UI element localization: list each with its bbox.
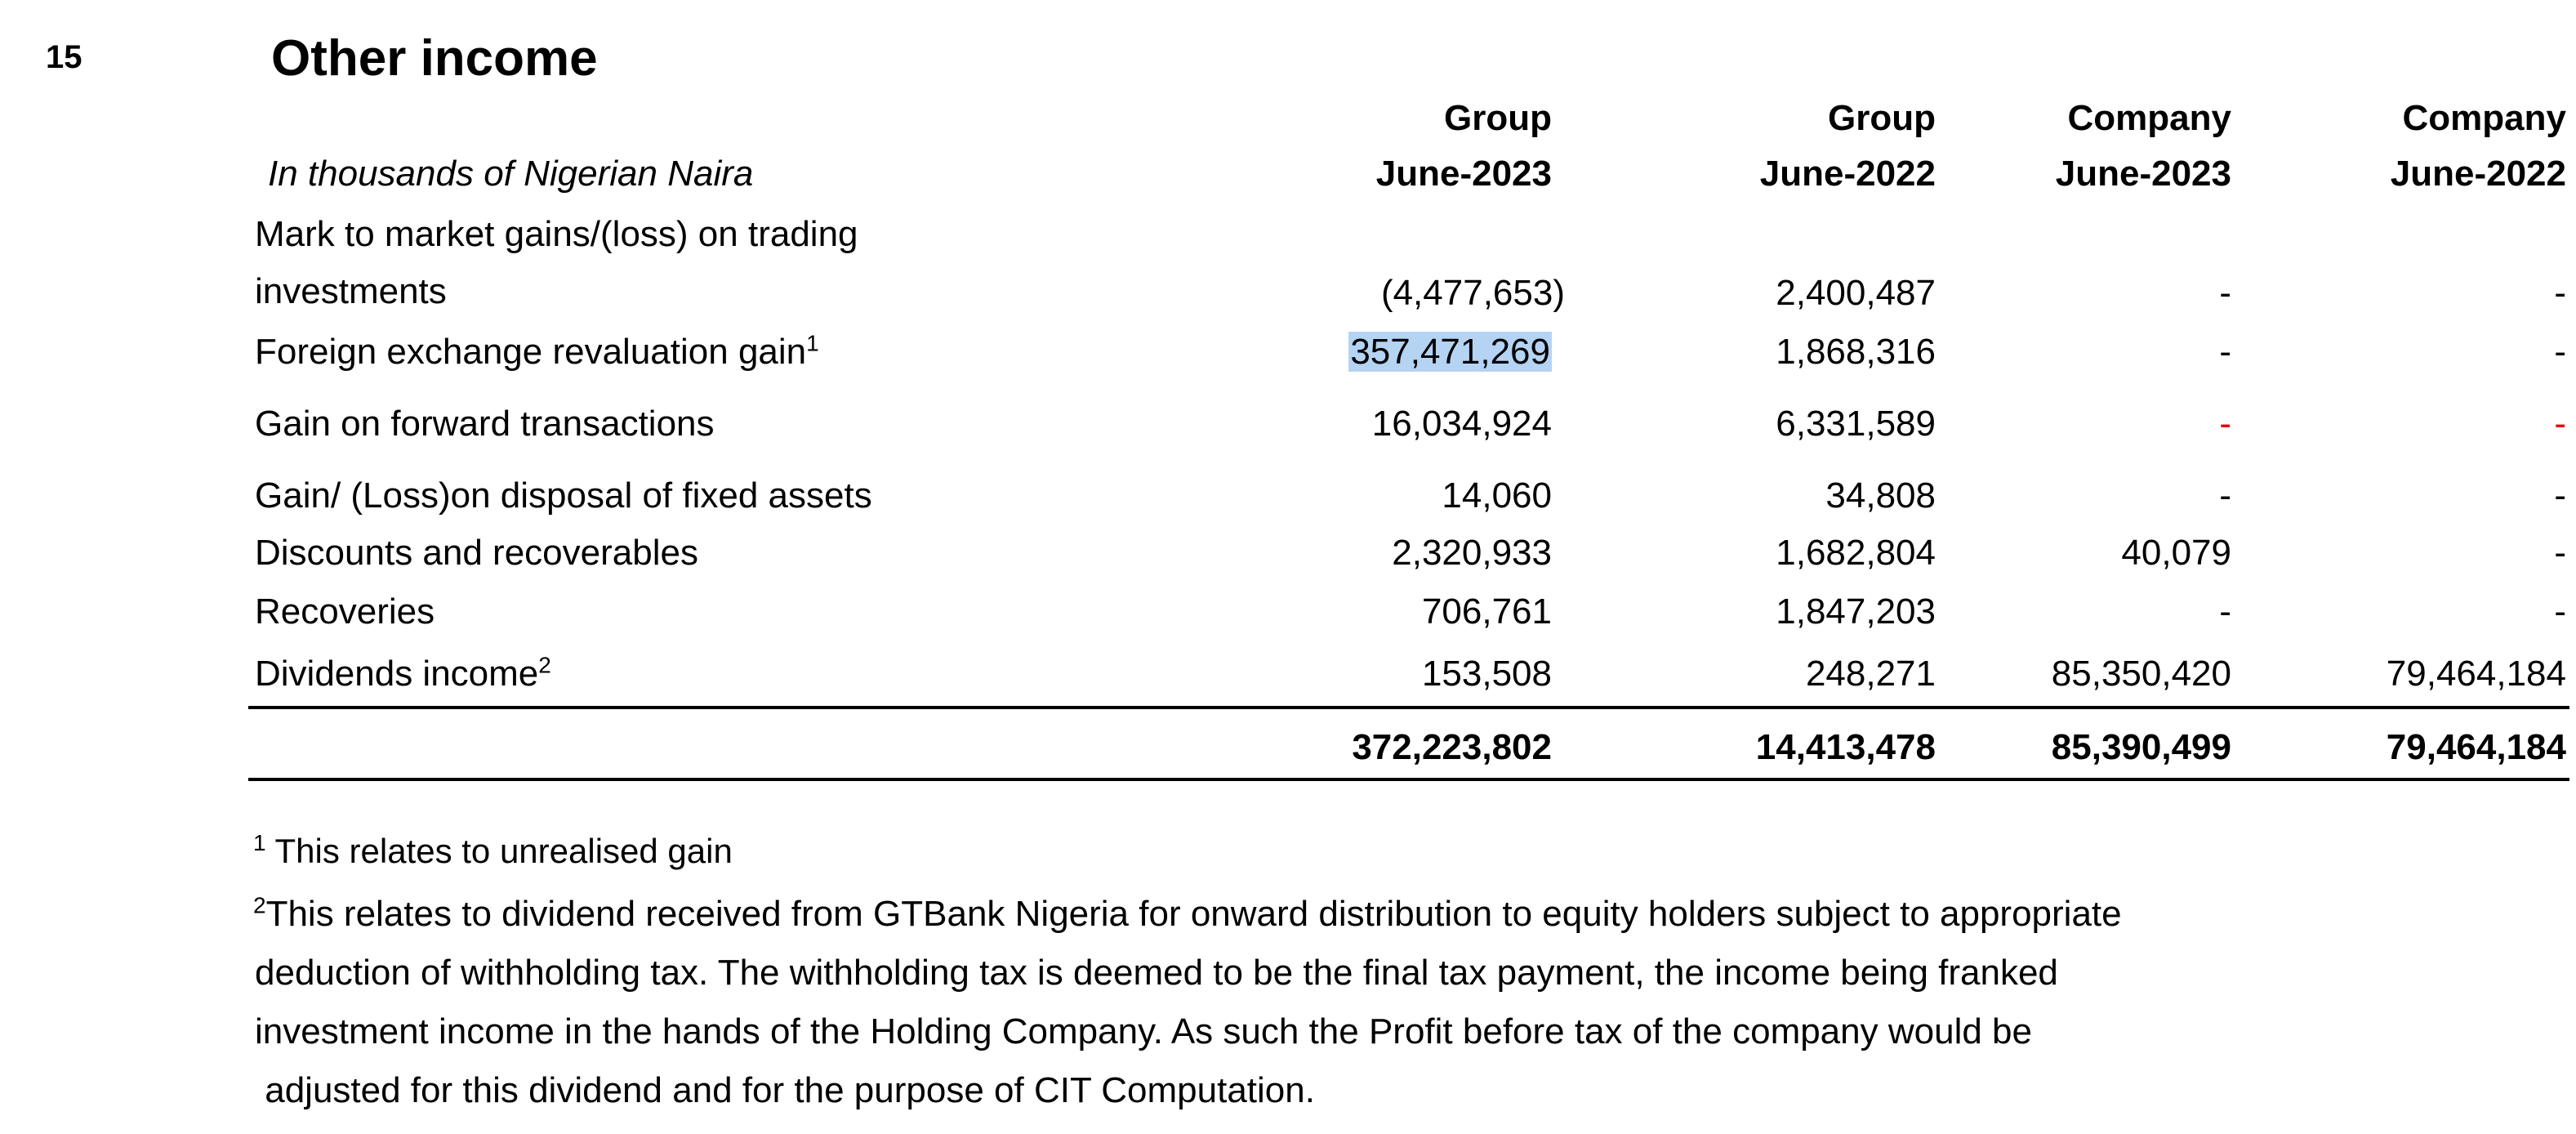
cell-discounts-company-2023: 40,079	[2121, 533, 2231, 573]
cell-recoveries-group-2023: 706,761	[1421, 592, 1552, 632]
cell-dividends-group-2023: 153,508	[1421, 654, 1552, 694]
cell-disposal-group-2023: 14,060	[1442, 475, 1552, 516]
row-label-fx-revaluation: Foreign exchange revaluation gain1	[255, 324, 819, 381]
footnote-2-line2: deduction of withholding tax. The withho…	[255, 953, 2058, 993]
footnote-1: 1 This relates to unrealised gain	[253, 832, 733, 871]
cell-fx-revaluation-company-2022: -	[2554, 332, 2566, 372]
row-label-disposal-fixed-assets: Gain/ (Loss)on disposal of fixed assets	[255, 475, 872, 516]
row-label-mark-to-market-line1: Mark to market gains/(loss) on trading	[255, 214, 858, 254]
col1-entity-header: Group	[1444, 98, 1552, 138]
footnote-2-line1: 2This relates to dividend received from …	[253, 894, 2122, 935]
note-number: 15	[46, 39, 82, 75]
cell-recoveries-company-2023: -	[2219, 592, 2231, 632]
row-label-discounts-recoverables: Discounts and recoverables	[255, 533, 698, 573]
footnote-2-line4: adjusted for this dividend and for the p…	[255, 1070, 1315, 1110]
col1-period-header: June-2023	[1375, 154, 1552, 194]
footnote-2-line3: investment income in the hands of the Ho…	[255, 1011, 2032, 1051]
footnote-2-marker: 2	[253, 892, 266, 918]
cell-mark-to-market-group-2023: (4,477,653)	[1380, 273, 1565, 313]
cell-recoveries-company-2022: -	[2554, 592, 2566, 632]
total-company-2022: 79,464,184	[2386, 727, 2566, 767]
total-group-2023: 372,223,802	[1352, 727, 1552, 767]
cell-dividends-company-2022: 79,464,184	[2386, 654, 2566, 694]
cell-mark-to-market-company-2023: -	[2219, 273, 2231, 313]
cell-disposal-company-2022: -	[2554, 475, 2566, 516]
row-label-forward-transactions: Gain on forward transactions	[255, 404, 715, 444]
col4-period-header: June-2022	[2390, 154, 2566, 194]
cell-discounts-group-2023: 2,320,933	[1392, 533, 1552, 573]
col3-entity-header: Company	[2067, 98, 2231, 138]
selected-cell-highlight[interactable]: 357,471,269	[1348, 332, 1552, 372]
section-title: Other income	[271, 30, 598, 87]
row-label-dividends-income: Dividends income2	[255, 645, 551, 703]
cell-fx-revaluation-company-2023: -	[2219, 332, 2231, 372]
cell-mark-to-market-group-2022: 2,400,487	[1776, 273, 1936, 313]
col3-period-header: June-2023	[2055, 154, 2231, 194]
cell-dividends-company-2023: 85,350,420	[2051, 654, 2231, 694]
cell-disposal-group-2022: 34,808	[1825, 475, 1936, 516]
cell-forward-group-2022: 6,331,589	[1776, 404, 1936, 444]
currency-note: In thousands of Nigerian Naira	[268, 154, 754, 194]
row-label-fx-revaluation-text: Foreign exchange revaluation gain	[255, 332, 807, 372]
cell-fx-revaluation-group-2023: 357,471,269	[1348, 332, 1552, 373]
col4-entity-header: Company	[2402, 98, 2566, 138]
total-group-2022: 14,413,478	[1755, 727, 1936, 767]
row-label-dividends-income-text: Dividends income	[255, 654, 539, 694]
col2-entity-header: Group	[1828, 98, 1936, 138]
cell-fx-revaluation-group-2022: 1,868,316	[1776, 332, 1936, 372]
footnote-2-line1-text: This relates to dividend received from G…	[265, 894, 2122, 934]
row-label-mark-to-market-line2: investments	[255, 271, 447, 311]
cell-mark-to-market-company-2022: -	[2554, 273, 2566, 313]
cell-discounts-group-2022: 1,682,804	[1776, 533, 1936, 573]
footnote-ref-2: 2	[538, 652, 551, 678]
cell-forward-company-2022: -	[2554, 404, 2566, 444]
cell-forward-group-2023: 16,034,924	[1371, 404, 1552, 444]
footnote-ref-1: 1	[806, 330, 819, 356]
cell-discounts-company-2022: -	[2554, 533, 2566, 573]
cell-recoveries-group-2022: 1,847,203	[1776, 592, 1936, 632]
cell-disposal-company-2023: -	[2219, 475, 2231, 516]
footnote-1-marker: 1	[253, 830, 266, 855]
total-bottom-rule	[248, 778, 2569, 781]
total-company-2023: 85,390,499	[2051, 727, 2231, 767]
col2-period-header: June-2022	[1759, 154, 1936, 194]
footnote-1-text: This relates to unrealised gain	[274, 832, 733, 870]
cell-dividends-group-2022: 248,271	[1805, 654, 1936, 694]
total-top-rule	[248, 706, 2569, 709]
row-label-recoveries: Recoveries	[255, 592, 435, 632]
cell-forward-company-2023: -	[2219, 404, 2231, 444]
